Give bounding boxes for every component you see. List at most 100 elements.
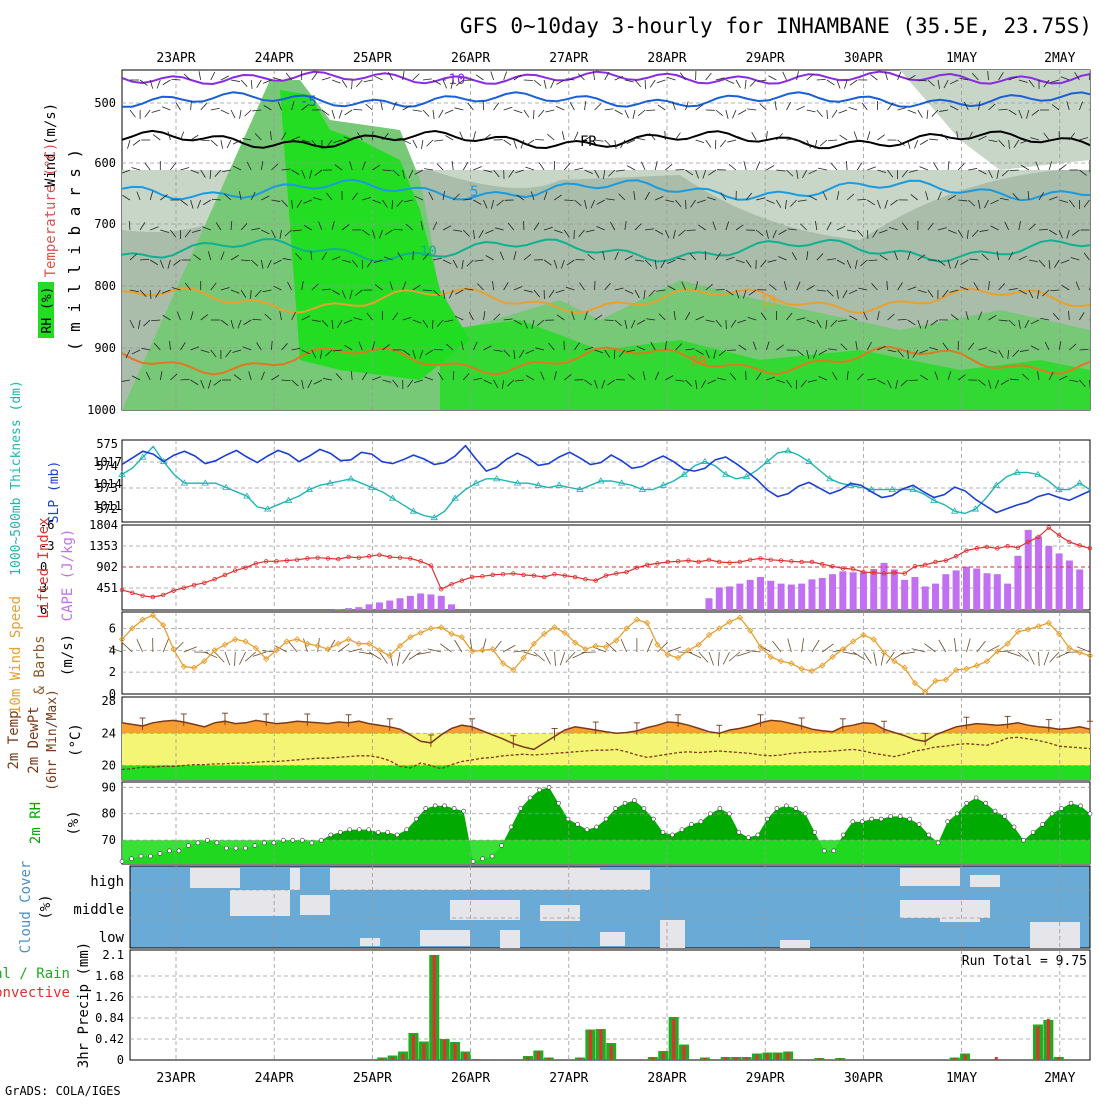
cape-bar (736, 584, 743, 610)
date-label-top: 1MAY (946, 51, 977, 66)
cloud-block (290, 868, 300, 890)
cloud-level-low: low (99, 930, 125, 946)
cloud-block (300, 895, 330, 915)
rh-marker (1088, 812, 1092, 816)
rh-marker (965, 801, 969, 805)
isotherm-label: 5 (470, 184, 478, 200)
tick-label: 451 (96, 581, 118, 595)
cape-bar (335, 609, 342, 610)
cape-bar (953, 570, 960, 610)
cape-bar (1066, 561, 1073, 610)
rh-marker (509, 825, 513, 829)
rh-marker (500, 843, 504, 847)
precip-conv-bar (599, 1030, 602, 1060)
cape-bar (850, 572, 857, 610)
rh-marker (993, 809, 997, 813)
rh-marker (689, 822, 693, 826)
tick-label: 20 (102, 758, 116, 772)
rh-marker (566, 817, 570, 821)
rh-marker (234, 846, 238, 850)
date-label-top: 25APR (353, 51, 392, 66)
rh-marker (357, 828, 361, 832)
rh-marker (1041, 822, 1045, 826)
rh-marker (803, 812, 807, 816)
cape-bar (767, 581, 774, 610)
rh-marker (120, 859, 124, 863)
tick-label: 902 (96, 560, 118, 574)
rh-marker (167, 849, 171, 853)
rh-marker (262, 841, 266, 845)
rh-marker (822, 849, 826, 853)
precip-conv-bar (1036, 1027, 1039, 1061)
cloud-label: Cloud Cover (18, 861, 34, 954)
tick-label: 28 (102, 694, 116, 708)
isotherm-label: -5 (300, 94, 317, 110)
rh-legend: RH (%) (40, 287, 55, 334)
tick-label: 0.84 (95, 1011, 124, 1025)
cape-bar (716, 587, 723, 610)
rh-marker (1050, 812, 1054, 816)
rh-marker (462, 809, 466, 813)
rh-marker (832, 849, 836, 853)
cape-bar (984, 573, 991, 610)
rh-marker (784, 804, 788, 808)
rh-marker (405, 828, 409, 832)
rh-marker (775, 806, 779, 810)
precip-conv-bar (662, 1053, 665, 1061)
cape-bar (397, 598, 404, 610)
pressure-axis-label: ( m i l l i b a r s ) (65, 149, 84, 351)
rh-marker (129, 857, 133, 861)
wind-speed-label: 10m Wind Speed (8, 596, 24, 714)
cloud-level-high: high (90, 874, 124, 890)
rh-marker (718, 806, 722, 810)
tick-label: 1000 (87, 403, 116, 417)
rh-marker (794, 806, 798, 810)
rh-marker (927, 833, 931, 837)
tick-label: 575 (96, 437, 118, 451)
temp-unit: (°C) (68, 723, 84, 757)
date-label-bottom: 29APR (746, 1071, 785, 1086)
date-label-top: 2MAY (1044, 51, 1075, 66)
rh-unit: (%) (66, 810, 82, 835)
cape-bar (345, 608, 352, 610)
rh-marker (1012, 825, 1016, 829)
date-label-top: 23APR (156, 51, 195, 66)
rh-marker (595, 825, 599, 829)
rh-marker (623, 801, 627, 805)
cloud-block (420, 930, 470, 946)
dewpoint-label: 2m DewPt (26, 706, 42, 773)
rh-marker (737, 830, 741, 834)
rh-marker (917, 822, 921, 826)
rh-marker (291, 838, 295, 842)
cape-bar (911, 577, 918, 610)
cape-bar (366, 604, 373, 610)
temperature-legend: Temperature (°C) (43, 143, 59, 278)
rh-marker (1079, 804, 1083, 808)
rh-marker (395, 833, 399, 837)
date-label-bottom: 2MAY (1044, 1071, 1075, 1086)
rh-marker (538, 788, 542, 792)
rh-marker (708, 812, 712, 816)
rh-marker (471, 859, 475, 863)
cape-bar (994, 574, 1001, 610)
rh-marker (765, 817, 769, 821)
rh-marker (889, 814, 893, 818)
rh-marker (186, 843, 190, 847)
rh-marker (604, 817, 608, 821)
cape-bar (1056, 553, 1063, 610)
tick-label: 4 (109, 643, 116, 657)
cape-bar (1076, 569, 1083, 610)
precip-conv-bar (412, 1035, 415, 1060)
cape-bar (407, 596, 414, 610)
tick-label: 900 (94, 341, 116, 355)
cape-bar (355, 607, 362, 610)
precip-conv-bar (464, 1053, 467, 1061)
cape-bar (860, 572, 867, 610)
precip-conv-bar (537, 1052, 540, 1061)
cloud-block (450, 900, 520, 920)
rh-marker (955, 812, 959, 816)
tick-label: 1353 (89, 539, 118, 553)
